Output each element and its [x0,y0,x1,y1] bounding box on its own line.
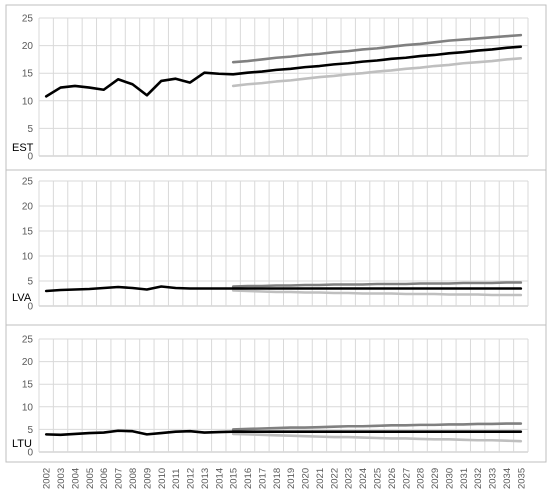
series-line-high [231,281,523,288]
x-tick-label: 2025 [372,468,383,489]
x-tick-label: 2005 [85,468,96,489]
series-line-low [231,56,523,88]
x-tick-label: 2008 [128,468,139,489]
x-tick-label: 2029 [430,468,441,489]
y-tick-label: 0 [27,448,33,459]
series-line-low [231,289,523,297]
series-line-high [231,422,523,431]
x-tick-label: 2028 [416,468,427,489]
x-tick-label: 2033 [488,468,499,489]
x-tick-label: 2021 [315,468,326,489]
y-tick-label: 20 [22,202,34,213]
x-tick-label: 2024 [358,468,369,489]
x-tick-label: 2016 [243,468,254,489]
x-tick-label: 2007 [114,468,125,489]
x-tick-label: 2015 [229,468,240,489]
x-tick-label: 2032 [473,468,484,489]
y-tick-label: 25 [22,14,34,25]
y-tick-label: 0 [27,152,33,163]
y-tick-label: 5 [27,124,33,135]
x-tick-label: 2020 [301,468,312,489]
panel-label: LTU [12,438,32,450]
y-tick-label: 10 [22,252,34,263]
y-tick-label: 10 [22,402,34,413]
y-tick-label: 15 [22,69,34,80]
x-tick-label: 2034 [502,468,513,489]
series-line-low [231,432,523,443]
x-tick-label: 2018 [272,468,283,489]
x-tick-label: 2011 [171,469,182,489]
x-tick-label: 2013 [200,468,211,489]
y-tick-label: 10 [22,96,34,107]
panel-label: EST [12,142,34,154]
panel-label: LVA [12,292,32,304]
y-tick-label: 5 [27,277,33,288]
x-tick-label: 2027 [401,468,412,489]
x-tick-label: 2014 [214,468,225,489]
x-tick-label: 2031 [459,468,470,489]
x-tick-label: 2006 [99,468,110,489]
x-tick-label: 2022 [329,468,340,489]
x-tick-label: 2035 [516,468,527,489]
x-tick-label: 2004 [70,468,81,489]
x-tick-label: 2026 [387,468,398,489]
y-tick-label: 5 [27,425,33,436]
y-tick-label: 15 [22,227,34,238]
y-tick-label: 15 [22,380,34,391]
x-tick-label: 2017 [257,468,268,489]
series-line-high [231,33,523,64]
series-line-central [44,45,523,98]
x-tick-label: 2003 [56,468,67,489]
x-tick-label: 2012 [186,468,197,489]
series-line-central [44,429,523,437]
x-tick-label: 2002 [42,468,53,489]
x-tick-label: 2023 [344,468,355,489]
y-tick-label: 20 [22,41,34,52]
y-tick-label: 20 [22,357,34,368]
x-tick-label: 2009 [142,468,153,489]
x-tick-label: 2030 [444,468,455,489]
x-tick-label: 2019 [286,468,297,489]
series-line-central [44,285,523,293]
y-tick-label: 0 [27,302,33,313]
y-tick-label: 25 [22,335,34,346]
x-tick-label: 2010 [157,468,168,489]
figure-border [5,4,547,463]
y-tick-label: 25 [22,177,34,188]
